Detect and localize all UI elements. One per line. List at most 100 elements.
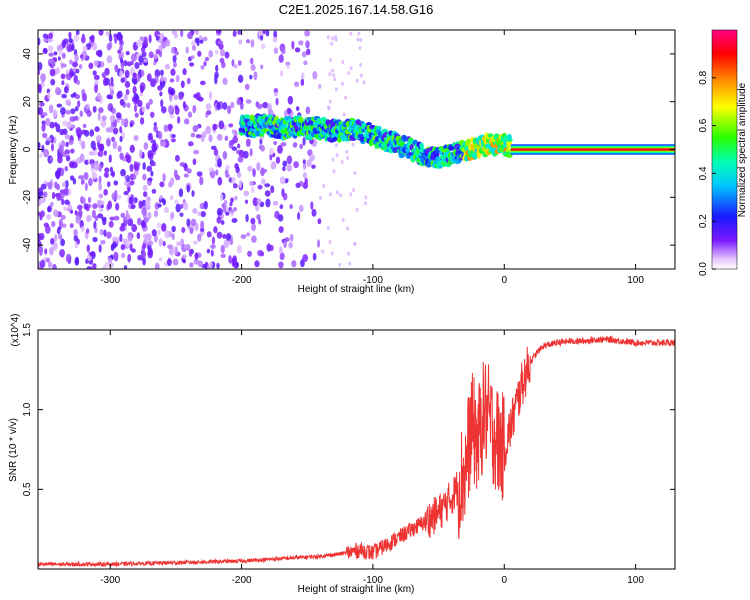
heatmap-cell xyxy=(52,263,57,269)
spectrogram-x-axis-label: Height of straight line (km) xyxy=(298,284,415,295)
heatmap-cell xyxy=(369,124,376,129)
heatmap-cell xyxy=(68,139,74,145)
heatmap-cell xyxy=(224,135,229,141)
heatmap-cell xyxy=(305,106,311,115)
heatmap-cell xyxy=(349,31,353,36)
heatmap-cell xyxy=(200,220,205,230)
heatmap-cell xyxy=(58,144,64,154)
heatmap-cell xyxy=(330,251,334,256)
heatmap-cell xyxy=(39,101,45,107)
heatmap-cell xyxy=(178,94,184,100)
heatmap-cell xyxy=(46,181,52,187)
heatmap-cell xyxy=(237,30,242,35)
heatmap-cell xyxy=(250,217,256,225)
heatmap-cell xyxy=(146,165,153,172)
heatmap-cell xyxy=(193,149,200,155)
heatmap-cell xyxy=(252,197,259,207)
heatmap-cell xyxy=(146,73,152,82)
heatmap-cell xyxy=(139,36,145,42)
heatmap-cell xyxy=(157,229,161,235)
heatmap-cell xyxy=(351,142,355,147)
heatmap-cell xyxy=(273,88,279,93)
heatmap-cell xyxy=(64,199,70,205)
heatmap-cell xyxy=(136,99,143,108)
heatmap-cell xyxy=(41,144,45,153)
heatmap-cell xyxy=(362,80,366,85)
heatmap-cell xyxy=(41,123,46,132)
heatmap-cell xyxy=(170,68,176,76)
heatmap-cell xyxy=(136,39,143,48)
snr-x-tick-label: -100 xyxy=(363,575,383,586)
heatmap-cell xyxy=(231,218,238,223)
heatmap-cell xyxy=(114,34,118,44)
heatmap-cell xyxy=(99,149,103,157)
heatmap-cell xyxy=(169,88,175,96)
heatmap-cell xyxy=(60,63,67,68)
snr-y-tick-label: 1.0 xyxy=(22,402,33,416)
heatmap-cell xyxy=(49,68,56,77)
heatmap-cell xyxy=(154,262,160,269)
heatmap-cell xyxy=(173,169,178,178)
heatmap-cell xyxy=(47,261,53,268)
heatmap-cell xyxy=(124,214,131,220)
heatmap-cell xyxy=(109,166,114,173)
heatmap-cell xyxy=(153,210,158,218)
heatmap-cell xyxy=(237,156,244,163)
heatmap-cell xyxy=(116,194,122,200)
heatmap-cell xyxy=(222,150,228,160)
colorbar-tick-label: 0.6 xyxy=(698,118,709,132)
heatmap-cell xyxy=(223,199,228,206)
heatmap-cell xyxy=(245,214,249,223)
heatmap-cell xyxy=(70,148,75,154)
heatmap-cell xyxy=(237,60,242,66)
heatmap-cell xyxy=(238,179,243,189)
heatmap-cell xyxy=(228,141,234,149)
heatmap-cell xyxy=(262,128,269,133)
heatmap-cell xyxy=(132,78,138,85)
spectrogram-x-tick-label: 0 xyxy=(501,275,507,286)
heatmap-cell xyxy=(141,105,146,113)
heatmap-cell xyxy=(73,33,79,43)
heatmap-cell xyxy=(58,218,63,228)
heatmap-cell xyxy=(70,124,76,130)
heatmap-cell xyxy=(133,104,138,113)
heatmap-cell xyxy=(249,74,253,80)
heatmap-cell xyxy=(42,33,49,39)
heatmap-cell xyxy=(364,195,368,200)
heatmap-cell xyxy=(105,31,110,37)
heatmap-cell xyxy=(120,212,125,218)
heatmap-cell xyxy=(61,80,65,86)
heatmap-cell xyxy=(128,196,134,205)
heatmap-cell xyxy=(57,155,63,164)
heatmap-cell xyxy=(279,204,284,210)
heatmap-cell xyxy=(284,109,288,119)
heatmap-cell xyxy=(169,177,175,186)
heatmap-cell xyxy=(38,37,41,46)
heatmap-cell xyxy=(137,254,143,261)
heatmap-cell xyxy=(260,64,264,70)
heatmap-cell xyxy=(216,207,223,216)
heatmap-cell xyxy=(60,249,65,257)
heatmap-cell xyxy=(359,38,363,43)
heatmap-cell xyxy=(341,217,345,222)
heatmap-cell xyxy=(64,166,69,172)
spectrogram-y-tick-label: 40 xyxy=(22,48,33,60)
heatmap-cell xyxy=(174,154,180,162)
heatmap-cell xyxy=(229,209,235,214)
heatmap-cell xyxy=(338,262,342,267)
heatmap-cell xyxy=(97,112,101,121)
heatmap-cell xyxy=(142,173,147,181)
heatmap-cell xyxy=(65,69,70,74)
heatmap-cell xyxy=(124,175,128,180)
heatmap-cell xyxy=(205,110,212,116)
heatmap-cell xyxy=(54,181,58,189)
heatmap-cell xyxy=(192,240,198,245)
heatmap-cell xyxy=(39,153,43,158)
heatmap-cell xyxy=(119,225,126,232)
heatmap-cell xyxy=(260,43,266,50)
heatmap-cell xyxy=(249,127,254,132)
heatmap-cell xyxy=(188,249,193,257)
heatmap-cell xyxy=(185,46,189,54)
colorbar-tick-label: 0.0 xyxy=(698,262,709,276)
heatmap-cell xyxy=(148,34,152,44)
